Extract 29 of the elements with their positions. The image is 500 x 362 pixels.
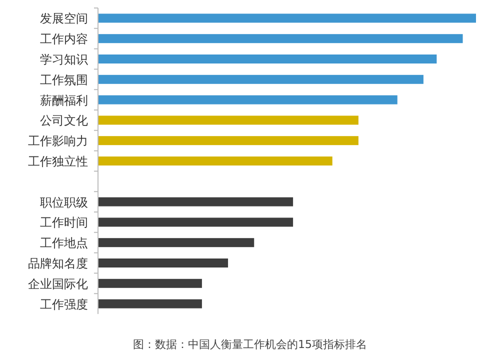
y-tick-label: 企业国际化 — [28, 276, 88, 291]
y-tick-label: 学习知识 — [40, 52, 88, 66]
y-tick-label: 公司文化 — [40, 114, 88, 128]
y-tick-label: 工作内容 — [40, 32, 88, 46]
bar — [98, 218, 294, 227]
text: 图：数据：中国人衡量工作机会的15项指标排名 — [133, 338, 367, 351]
bar — [98, 197, 294, 206]
y-tick-label: 发展空间 — [40, 12, 88, 26]
y-tick-label: 品牌知名度 — [28, 256, 88, 270]
bar — [98, 299, 202, 308]
y-tick-label: 工作氛围 — [40, 72, 88, 87]
bar — [98, 54, 437, 64]
bar — [98, 95, 398, 104]
bar — [98, 14, 476, 23]
bar — [98, 258, 228, 268]
y-tick-label: 工作地点 — [40, 236, 88, 250]
bar — [98, 74, 424, 84]
y-tick-label: 薪酬福利 — [40, 93, 88, 108]
bar — [98, 278, 202, 288]
bar — [98, 34, 463, 44]
bar — [98, 136, 358, 146]
y-tick-label: 工作强度 — [40, 297, 88, 312]
bar — [98, 156, 332, 166]
bar — [98, 116, 358, 125]
y-tick-label: 工作影响力 — [28, 134, 88, 148]
bar — [98, 238, 254, 248]
y-tick-label: 职位职级 — [40, 195, 88, 210]
y-tick-label: 工作独立性 — [28, 154, 88, 168]
y-tick-label: 工作时间 — [40, 216, 88, 230]
